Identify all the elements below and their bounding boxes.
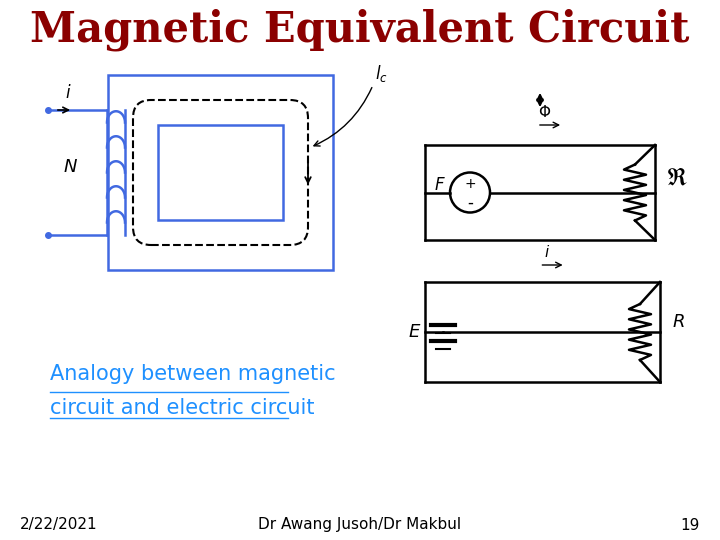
- Text: $i$: $i$: [544, 244, 551, 260]
- Text: $N$: $N$: [63, 159, 78, 177]
- Text: $\mathfrak{R}$: $\mathfrak{R}$: [666, 165, 688, 190]
- Text: Analogy between magnetic: Analogy between magnetic: [50, 364, 336, 384]
- Text: $\Phi$: $\Phi$: [539, 104, 552, 120]
- Text: Magnetic Equivalent Circuit: Magnetic Equivalent Circuit: [30, 9, 690, 51]
- Text: $E$: $E$: [408, 323, 422, 341]
- Text: +: +: [464, 177, 476, 191]
- Text: -: -: [467, 193, 473, 212]
- Text: 2/22/2021: 2/22/2021: [20, 517, 98, 532]
- Text: circuit and electric circuit: circuit and electric circuit: [50, 398, 315, 418]
- Text: $F$: $F$: [434, 176, 446, 193]
- Text: $l_c$: $l_c$: [374, 63, 387, 84]
- Text: 19: 19: [680, 517, 700, 532]
- Text: Dr Awang Jusoh/Dr Makbul: Dr Awang Jusoh/Dr Makbul: [258, 517, 462, 532]
- Text: $R$: $R$: [672, 313, 685, 331]
- Text: $i$: $i$: [65, 84, 71, 102]
